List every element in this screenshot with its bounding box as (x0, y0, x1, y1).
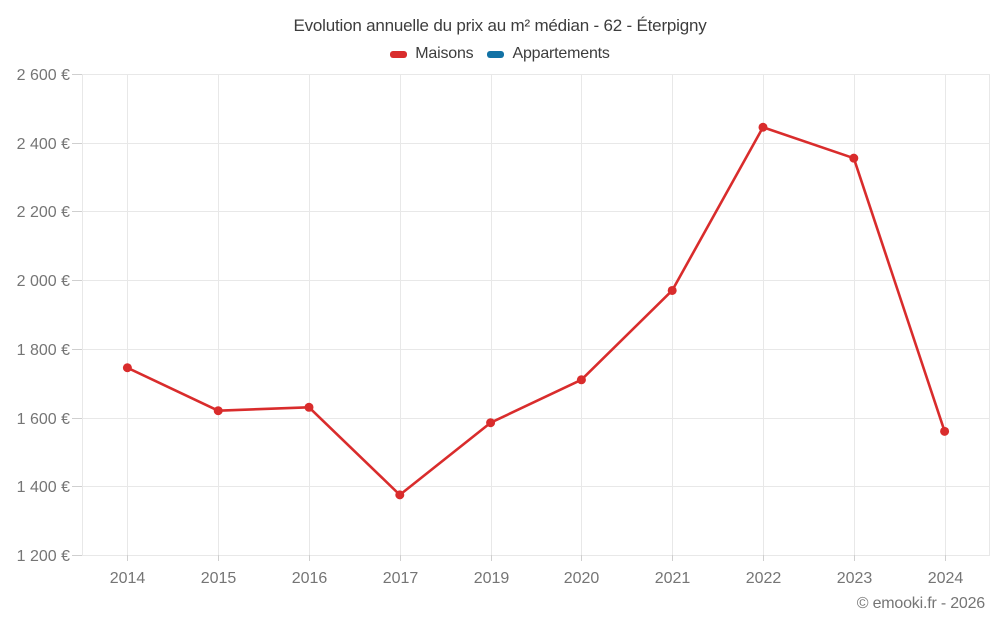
maisons-point-2016 (304, 402, 314, 412)
maisons-point-2020 (576, 375, 586, 385)
y-axis-label: 1 200 € (17, 548, 70, 565)
x-axis-label: 2015 (201, 570, 237, 587)
chart-title: Evolution annuelle du prix au m² médian … (293, 16, 707, 35)
maisons-point-2019 (486, 418, 496, 428)
x-axis-label: 2021 (655, 570, 691, 587)
y-axis-label: 2 600 € (17, 67, 70, 84)
y-axis-label: 1 400 € (17, 479, 70, 496)
legend: Maisons Appartements (0, 45, 1000, 63)
y-axis-label: 2 000 € (17, 273, 70, 290)
legend-item-appartements[interactable]: Appartements (487, 45, 610, 63)
maisons-point-2015 (213, 406, 223, 416)
maisons-point-2022 (758, 122, 768, 132)
maisons-point-2021 (667, 285, 677, 295)
x-axis-label: 2023 (837, 570, 873, 587)
copyright: © emooki.fr - 2026 (856, 595, 985, 612)
x-axis-label: 2017 (383, 570, 419, 587)
legend-label-maisons: Maisons (415, 45, 474, 62)
x-axis-label: 2019 (474, 570, 510, 587)
maisons-line (126, 125, 946, 497)
x-axis-label: 2020 (564, 570, 600, 587)
x-axis-label: 2022 (746, 570, 782, 587)
appartements-swatch-icon (487, 50, 505, 58)
x-axis-label: 2016 (292, 570, 328, 587)
maisons-point-2017 (395, 490, 405, 500)
legend-item-maisons[interactable]: Maisons (390, 45, 474, 63)
y-axis-label: 2 400 € (17, 136, 70, 153)
maisons-point-2023 (849, 153, 859, 163)
x-axis-label: 2014 (110, 570, 146, 587)
maisons-swatch-icon (390, 50, 408, 58)
y-axis-label: 1 800 € (17, 342, 70, 359)
x-axis-label: 2024 (928, 570, 964, 587)
y-axis-label: 2 200 € (17, 204, 70, 221)
maisons-point-2014 (122, 363, 132, 373)
maisons-point-2024 (940, 426, 950, 436)
y-axis-label: 1 600 € (17, 411, 70, 428)
legend-label-appartements: Appartements (512, 45, 610, 62)
